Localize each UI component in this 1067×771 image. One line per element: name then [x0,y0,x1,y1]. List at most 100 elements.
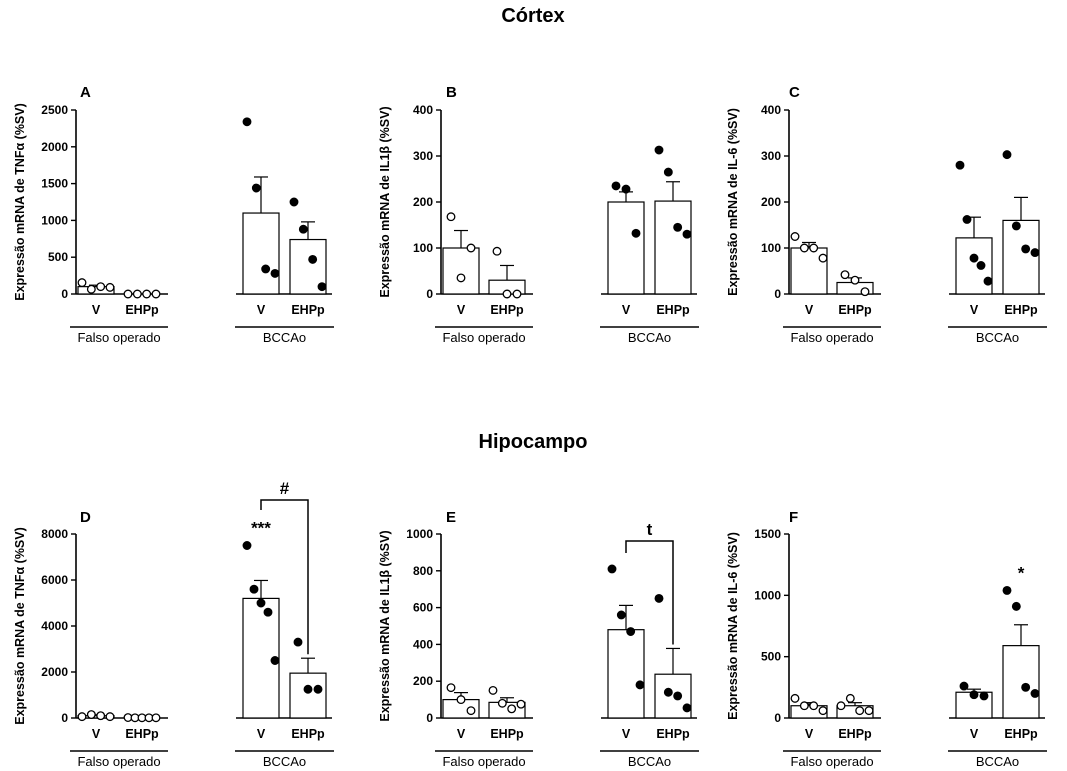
data-point [626,627,636,636]
data-point [962,215,972,224]
significance-marker: *** [251,519,271,538]
group-label: BCCAo [976,330,1019,345]
x-category-label: EHPp [490,303,524,317]
data-point [864,706,874,716]
significance-bracket [260,499,309,655]
data-point [654,593,664,603]
y-tick-label: 400 [413,637,433,651]
bar [289,672,327,719]
panel-label: F [789,509,798,526]
data-point [251,183,261,193]
group-label: BCCAo [263,330,306,345]
data-point [142,289,152,299]
data-point [855,706,865,716]
significance-bracket [625,540,674,645]
data-point [308,254,318,264]
bar [790,247,828,295]
panel-label: D [80,509,91,526]
data-point [654,145,664,155]
data-point [663,167,673,177]
bar [242,212,280,295]
data-point [151,713,161,723]
data-point [293,637,303,647]
x-category-label: V [805,727,814,741]
y-tick-label: 800 [413,564,433,578]
chart-panel-a: A Expressão mRNA de TNFα (%SV) 0 500 1000 150… [13,84,334,345]
data-point [249,584,259,594]
data-point [955,160,965,170]
x-category-label: V [457,727,466,741]
panel-label: E [446,509,456,526]
data-point [303,684,313,694]
data-point [799,243,809,253]
x-category-label: EHPp [125,727,159,741]
data-point [611,181,621,191]
data-point [456,695,466,705]
x-category-label: V [805,303,814,317]
data-point [850,275,860,285]
x-category-label: V [622,727,631,741]
data-point [86,284,96,294]
data-point [270,268,280,278]
y-tick-label: 1500 [41,177,68,191]
data-point [976,261,986,270]
data-point [809,701,819,711]
data-point [621,184,631,194]
data-point [682,229,692,239]
data-point [456,273,466,283]
data-point [1021,244,1031,254]
data-point [96,711,106,721]
group-label: Falso operado [790,754,873,769]
y-tick-label: 300 [761,149,781,163]
significance-marker: * [1018,563,1025,582]
y-tick-label: 400 [413,103,433,117]
x-category-label: V [970,303,979,317]
data-point [979,691,989,701]
chart-panel-f: F Expressão mRNA de IL-6 (%SV) 0 500 1000 150… [726,509,1047,769]
data-point [77,712,87,722]
data-point [313,684,323,694]
y-tick-label: 0 [426,711,433,725]
y-axis-label: Expressão mRNA de IL1β (%SV) [378,530,392,721]
section-title-cortex: Córtex [501,5,564,27]
y-tick-label: 1000 [754,588,781,602]
group-label: BCCAo [976,754,1019,769]
data-point [105,282,115,292]
data-point [1011,601,1021,611]
x-category-label: V [92,303,101,317]
y-tick-label: 0 [61,711,68,725]
data-point [466,706,476,716]
group-label: Falso operado [442,754,525,769]
data-point [607,564,617,574]
y-tick-label: 2000 [41,665,68,679]
x-category-label: V [970,727,979,741]
data-point [261,264,271,274]
data-point [516,699,526,709]
y-axis-label: Expressão mRNA de TNFα (%SV) [13,103,27,301]
data-point [809,243,819,253]
x-category-label: V [622,303,631,317]
y-tick-label: 8000 [41,527,68,541]
x-category-label: EHPp [1004,303,1038,317]
data-point [790,693,800,703]
y-tick-label: 4000 [41,619,68,633]
data-point [96,282,106,292]
y-tick-label: 2000 [41,140,68,154]
group-label: Falso operado [442,330,525,345]
y-tick-label: 0 [774,711,781,725]
data-point [270,656,280,665]
data-point [1030,248,1040,258]
y-axis-label: Expressão mRNA de IL-6 (%SV) [726,532,740,720]
x-category-label: EHPp [291,727,325,741]
data-point [682,703,692,713]
data-point [799,701,809,711]
y-tick-label: 2500 [41,103,68,117]
data-point [840,270,850,280]
bar [442,247,480,295]
data-point [673,691,683,701]
x-category-label: V [257,727,266,741]
data-point [983,276,993,286]
significance-marker: # [280,479,290,498]
panel-label: B [446,84,457,101]
data-point [818,253,828,263]
